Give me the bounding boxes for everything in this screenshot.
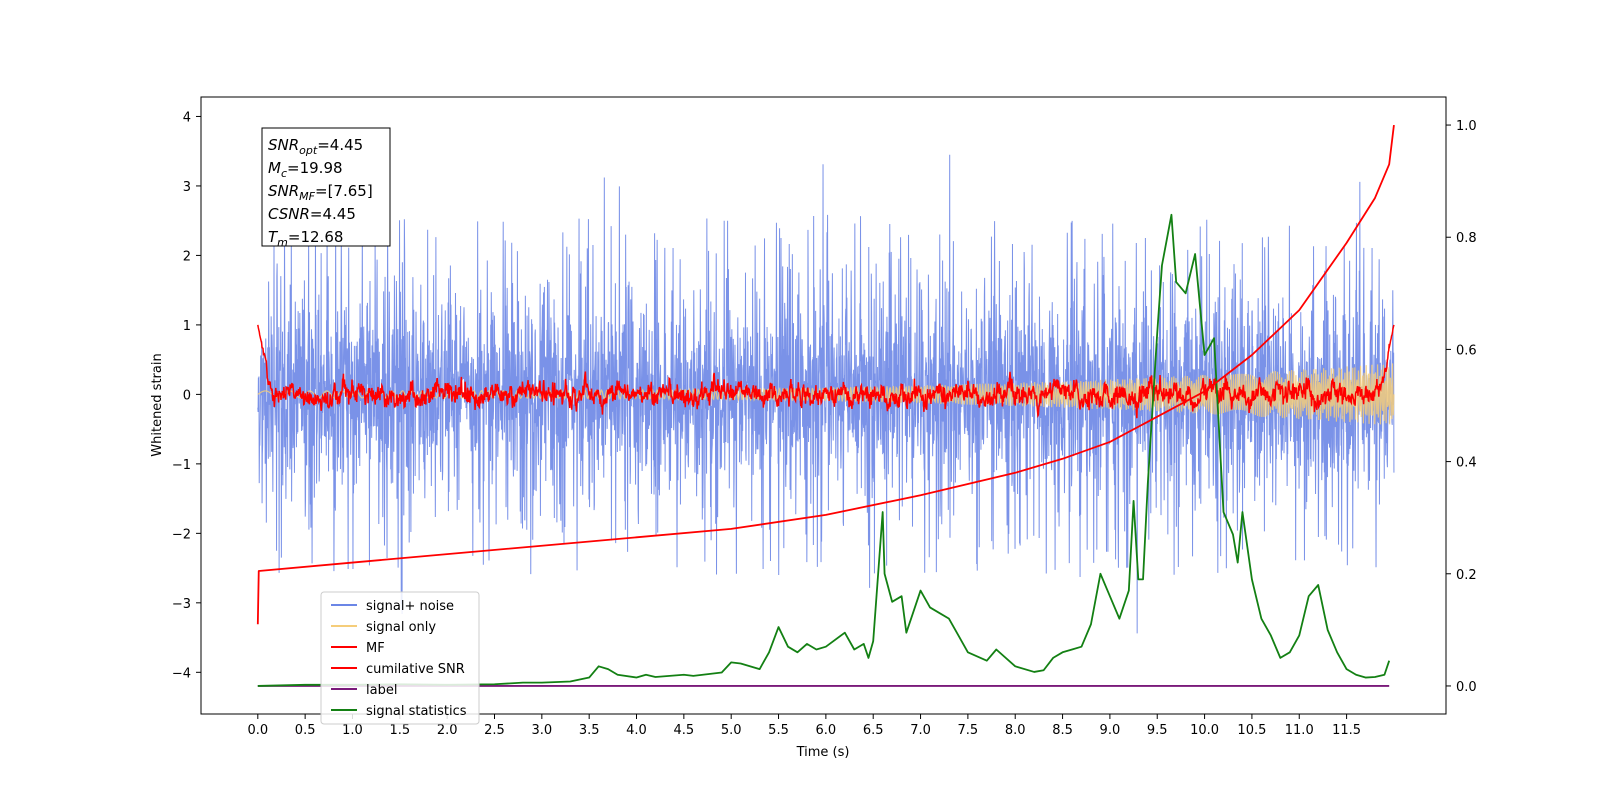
y2-tick-label: 0.6 bbox=[1456, 343, 1477, 358]
y2-tick-label: 1.0 bbox=[1456, 119, 1477, 134]
y2-tick-label: 0.0 bbox=[1456, 680, 1477, 695]
x-axis: 0.0 0.5 1.0 1.5 2.0 2.5 3.0 3.5 4.0 4.5 5.0 5.5 6.0 6… bbox=[247, 714, 1361, 738]
x-tick-label: 5.5 bbox=[768, 723, 789, 738]
x-tick-label: 4.0 bbox=[626, 723, 647, 738]
x-tick-label: 10.0 bbox=[1190, 723, 1219, 738]
y-axis-label: Whitened strain bbox=[150, 353, 165, 456]
annotation-line: SNRopt=4.45 bbox=[268, 136, 363, 157]
y-tick-label: −2 bbox=[172, 527, 191, 542]
y2-tick-label: 0.2 bbox=[1456, 568, 1477, 583]
x-tick-label: 0.5 bbox=[295, 723, 316, 738]
annotation-line: SNRMF=[7.65] bbox=[268, 182, 373, 203]
x-tick-label: 3.5 bbox=[579, 723, 600, 738]
x-tick-label: 11.0 bbox=[1285, 723, 1314, 738]
y2-tick-label: 0.8 bbox=[1456, 231, 1477, 246]
x-tick-label: 9.5 bbox=[1147, 723, 1168, 738]
x-tick-label: 8.5 bbox=[1052, 723, 1073, 738]
y-tick-label: 2 bbox=[183, 249, 191, 264]
y2-tick-label: 0.4 bbox=[1456, 456, 1477, 471]
plot-frame bbox=[200, 96, 1447, 715]
x-tick-label: 7.5 bbox=[958, 723, 979, 738]
x-tick-label: 11.5 bbox=[1332, 723, 1361, 738]
y-axis-right: 0.0 0.2 0.4 0.6 0.8 1.0 bbox=[1446, 119, 1477, 695]
legend-label: signal+ noise bbox=[366, 599, 454, 614]
x-tick-label: 3.0 bbox=[531, 723, 552, 738]
y-tick-label: 4 bbox=[183, 110, 191, 125]
legend: signal+ noise signal only MF cumilative SNR… bbox=[320, 591, 480, 725]
legend-frame bbox=[320, 591, 480, 725]
x-tick-label: 8.0 bbox=[1005, 723, 1026, 738]
y-tick-label: −4 bbox=[172, 666, 191, 681]
x-tick-label: 10.5 bbox=[1237, 723, 1266, 738]
series-cumilative-snr bbox=[256, 124, 1395, 625]
legend-label: MF bbox=[366, 641, 385, 656]
y-tick-label: −3 bbox=[172, 597, 191, 612]
x-tick-label: 6.5 bbox=[863, 723, 884, 738]
legend-label: signal only bbox=[366, 620, 436, 635]
y-tick-label: 3 bbox=[183, 180, 191, 195]
x-tick-label: 4.5 bbox=[674, 723, 695, 738]
legend-label: label bbox=[366, 683, 397, 698]
series-signal-statistics bbox=[257, 213, 1391, 687]
annotation-line: Tm=12.68 bbox=[268, 228, 343, 249]
series-signal-only bbox=[257, 363, 1395, 425]
x-tick-label: 1.5 bbox=[389, 723, 410, 738]
legend-label: cumilative SNR bbox=[366, 662, 465, 677]
annotation-line: CSNR=4.45 bbox=[268, 205, 356, 223]
x-tick-label: 2.0 bbox=[437, 723, 458, 738]
x-axis-label: Time (s) bbox=[796, 745, 850, 760]
x-tick-label: 0.0 bbox=[247, 723, 268, 738]
annotation-frame bbox=[261, 127, 391, 247]
x-tick-label: 9.0 bbox=[1100, 723, 1121, 738]
x-tick-label: 5.0 bbox=[721, 723, 742, 738]
x-tick-label: 2.5 bbox=[484, 723, 505, 738]
x-tick-label: 6.0 bbox=[816, 723, 837, 738]
y-axis-left: −4 −3 −2 −1 0 1 2 3 4 bbox=[172, 110, 201, 681]
x-tick-label: 7.0 bbox=[910, 723, 931, 738]
y-tick-label: 1 bbox=[183, 319, 191, 334]
annotation-line: Mc=19.98 bbox=[268, 159, 343, 180]
legend-label: signal statistics bbox=[366, 704, 467, 719]
x-tick-label: 1.0 bbox=[342, 723, 363, 738]
y-tick-label: −1 bbox=[172, 458, 191, 473]
y-tick-label: 0 bbox=[183, 388, 191, 403]
